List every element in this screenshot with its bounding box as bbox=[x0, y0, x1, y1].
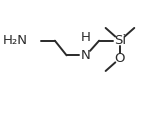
Text: H: H bbox=[81, 31, 91, 44]
Text: Si: Si bbox=[114, 34, 126, 47]
Text: O: O bbox=[115, 52, 125, 65]
Text: N: N bbox=[81, 49, 91, 62]
Text: H₂N: H₂N bbox=[3, 34, 28, 47]
